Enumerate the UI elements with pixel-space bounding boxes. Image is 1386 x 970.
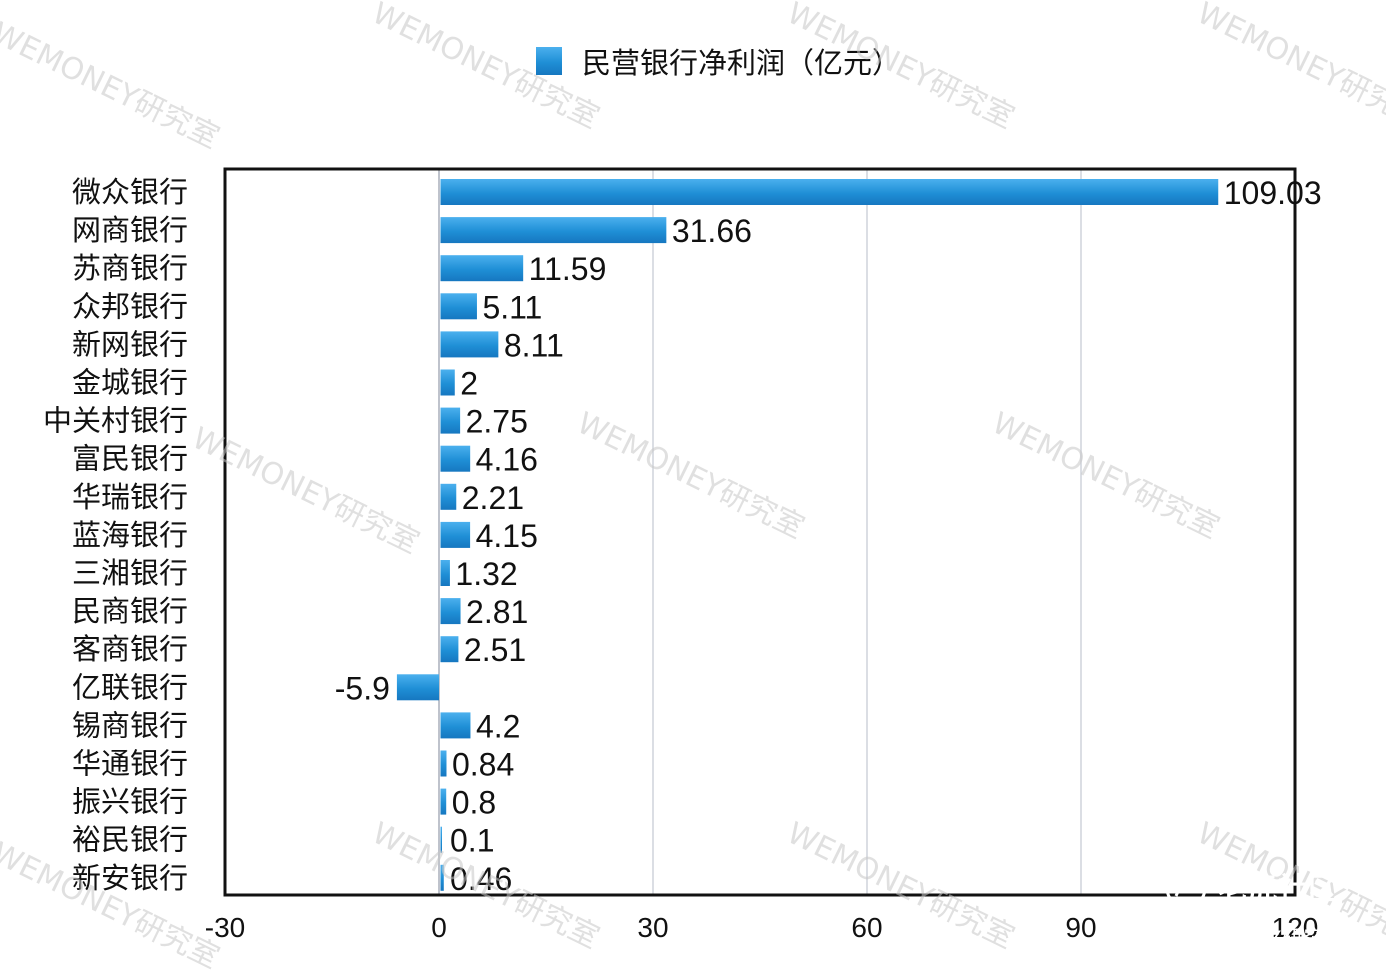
category-label-8: 华瑞银行 [72, 480, 188, 514]
bar-3 [440, 293, 477, 320]
category-label-6: 中关村银行 [43, 404, 188, 438]
category-label-16: 振兴银行 [72, 785, 188, 819]
value-label-12: 2.51 [464, 632, 526, 668]
bar-13 [396, 674, 439, 701]
category-label-5: 金城银行 [72, 366, 188, 400]
value-label-17: 0.1 [450, 823, 494, 859]
category-label-0: 微众银行 [72, 175, 188, 209]
value-label-1: 31.66 [672, 213, 752, 249]
plot-frame [223, 167, 1297, 897]
x-tick-label-2: 30 [637, 912, 668, 943]
value-label-3: 5.11 [482, 289, 542, 325]
value-label-8: 2.21 [462, 480, 524, 516]
bar-8 [440, 483, 457, 510]
value-label-9: 4.15 [476, 518, 538, 554]
watermark-3: WEMONEY研究室 [1191, 0, 1386, 136]
bar-17 [440, 826, 442, 853]
watermark-0: WEMONEY研究室 [0, 16, 225, 156]
category-label-13: 亿联银行 [72, 670, 188, 704]
value-label-6: 2.75 [466, 404, 528, 440]
category-label-18: 新安银行 [72, 861, 188, 895]
value-label-7: 4.16 [476, 442, 538, 478]
bar-4 [440, 331, 499, 358]
category-label-7: 富民银行 [72, 442, 188, 476]
bar-12 [440, 636, 459, 663]
source-tag: @WEMONEY研究室 [1143, 926, 1347, 951]
value-label-10: 1.32 [455, 556, 517, 592]
category-label-14: 锡商银行 [72, 708, 188, 742]
bar-14 [440, 712, 471, 739]
x-tick-label-5: 120 [1272, 912, 1319, 943]
bar-0 [440, 179, 1219, 205]
value-label-5: 2 [460, 366, 478, 402]
logo-text: 老虎社区 [1218, 872, 1338, 907]
bar-1 [440, 217, 667, 244]
tiger-logo-stroke [1174, 877, 1199, 897]
x-tick-label-3: 60 [851, 912, 882, 943]
bar-16 [440, 788, 447, 815]
category-label-11: 民商银行 [72, 594, 188, 628]
watermark-4: WEMONEY研究室 [186, 421, 424, 561]
value-label-15: 0.84 [452, 747, 514, 783]
bar-11 [440, 598, 461, 625]
category-label-1: 网商银行 [72, 213, 188, 247]
x-tick-label-0: -30 [205, 912, 245, 943]
category-label-10: 三湘银行 [72, 556, 188, 590]
value-label-2: 11.59 [529, 251, 607, 287]
value-label-13: -5.9 [335, 670, 390, 706]
corner-branding: 老虎社区 @WEMONEY研究室 [1143, 867, 1347, 951]
bar-6 [440, 407, 461, 434]
legend-label: 民营银行净利润（亿元） [582, 46, 901, 80]
category-label-3: 众邦银行 [72, 289, 188, 323]
category-label-17: 裕民银行 [72, 823, 188, 857]
watermark-5: WEMONEY研究室 [571, 406, 809, 546]
legend-swatch [536, 47, 562, 75]
x-tick-label-1: 0 [431, 912, 447, 943]
bar-7 [440, 445, 471, 472]
value-label-16: 0.8 [452, 785, 496, 821]
value-labels: 109.03 31.66 11.595.118.11 22.754.162.214.1… [335, 175, 1322, 897]
bar-18 [440, 864, 444, 891]
bar-2 [440, 255, 524, 282]
value-label-18: 0.46 [450, 861, 512, 897]
grid-lines [438, 169, 1082, 895]
category-label-9: 蓝海银行 [72, 518, 188, 552]
legend: 民营银行净利润（亿元） [536, 46, 901, 80]
x-tick-label-4: 90 [1065, 912, 1096, 943]
bar-5 [440, 369, 455, 396]
value-label-0: 109.03 [1224, 175, 1322, 211]
bar-9 [440, 521, 471, 548]
category-label-15: 华通银行 [72, 747, 188, 781]
watermark-1: WEMONEY研究室 [366, 0, 604, 136]
bar-series [396, 179, 1219, 891]
category-label-12: 客商银行 [72, 632, 188, 666]
value-axis: -30 0 30 60 90 120 [205, 912, 1319, 943]
category-axis: 微众银行网商银行苏商银行众邦银行新网银行金城银行中关村银行富民银行华瑞银行蓝海银… [43, 175, 188, 895]
value-label-11: 2.81 [466, 594, 528, 630]
watermark-9: WEMONEY研究室 [781, 816, 1019, 956]
value-label-14: 4.2 [476, 708, 520, 744]
value-label-4: 8.11 [504, 327, 564, 363]
tiger-logo-icon [1165, 867, 1207, 909]
bar-10 [440, 560, 450, 586]
category-label-4: 新网银行 [72, 327, 188, 361]
bar-15 [440, 750, 447, 777]
category-label-2: 苏商银行 [72, 251, 188, 285]
watermark-6: WEMONEY研究室 [986, 406, 1224, 546]
